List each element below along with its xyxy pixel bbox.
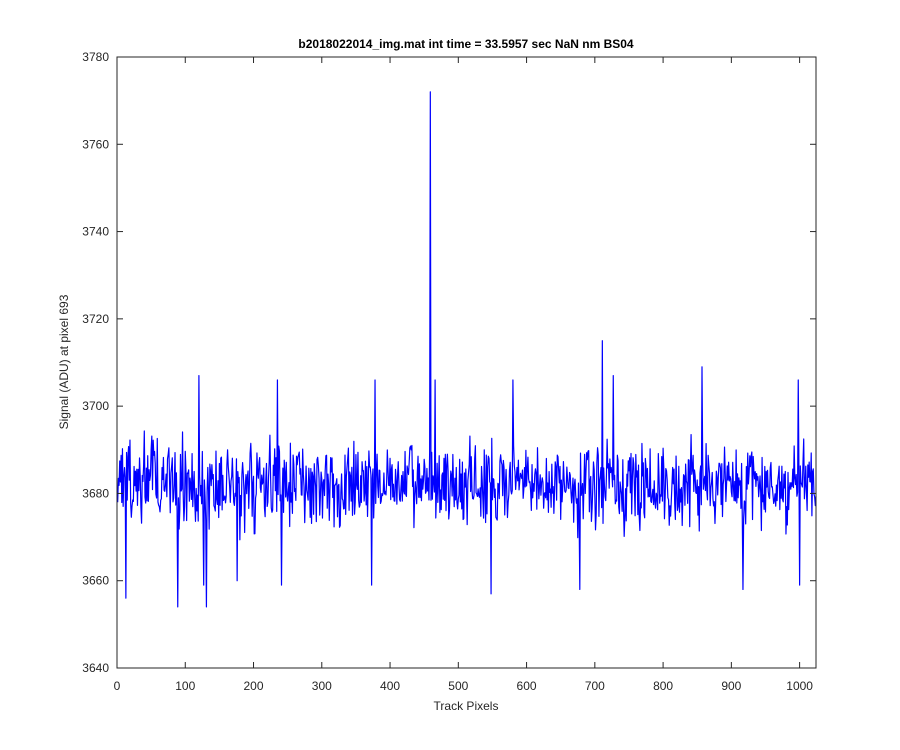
y-tick-label: 3640 [82,661,109,675]
y-tick-label: 3700 [82,399,109,413]
chart-title: b2018022014_img.mat int time = 33.5957 s… [298,37,634,51]
y-tick-label: 3720 [82,312,109,326]
x-axis: 0 100 200 300 400 500 600 700 800 900 1000 [114,57,813,693]
y-axis-label: Signal (ADU) at pixel 693 [57,294,71,429]
y-axis: 3640 3660 3680 3700 3720 3740 3760 3780 [82,50,816,675]
x-tick-label: 800 [653,679,673,693]
axes-box [116,56,817,669]
y-tick-label: 3660 [82,574,109,588]
x-tick-label: 200 [244,679,264,693]
y-tick-label: 3740 [82,225,109,239]
x-tick-label: 0 [114,679,121,693]
y-tick-label: 3680 [82,486,109,500]
series-group [117,91,817,608]
x-axis-label: Track Pixels [434,699,499,713]
x-tick-label: 300 [312,679,332,693]
x-tick-label: 700 [585,679,605,693]
x-tick-label: 100 [175,679,195,693]
plot-area [117,57,816,668]
series-line [117,91,817,608]
x-tick-label: 400 [380,679,400,693]
y-tick-label: 3780 [82,50,109,64]
x-tick-label: 1000 [786,679,813,693]
y-tick-label: 3760 [82,137,109,151]
x-tick-label: 600 [517,679,537,693]
x-tick-label: 500 [448,679,468,693]
x-tick-label: 900 [721,679,741,693]
